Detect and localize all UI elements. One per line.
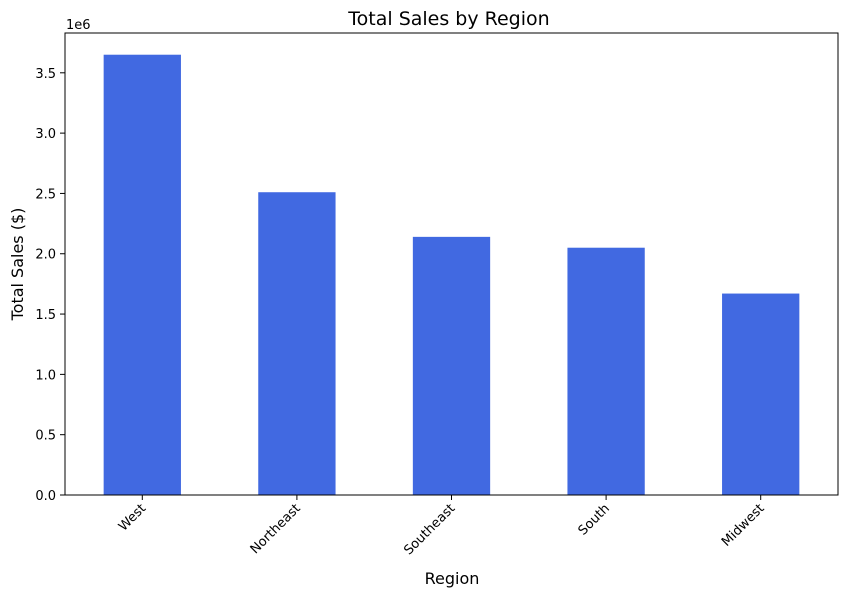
bar-south [567,247,645,495]
plot-frame [64,32,839,496]
bar-northeast [258,192,336,495]
bar-southeast [412,236,491,495]
y-offset-text: 1e6 [66,18,91,33]
chart-title: Total Sales by Region [347,8,549,30]
x-tick-label: South [576,501,613,538]
x-tick-label: West [116,501,149,534]
y-axis-label: Total Sales ($) [8,208,27,322]
x-tick-label: Southeast [401,501,458,558]
bar-midwest [722,293,800,495]
y-tick-label: 3.0 [35,127,56,142]
y-tick-label: 1.5 [35,308,56,323]
bars-group [103,54,800,495]
y-tick-label: 2.5 [35,187,56,202]
y-axis-ticks: 0.0 0.5 1.0 1.5 2.0 2.5 3.0 3.5 [35,67,65,504]
bar-west [103,54,181,495]
x-axis-ticks: West Northeast Southeast South Midwest [116,495,768,558]
x-tick-label: Midwest [719,501,768,550]
y-tick-label: 2.0 [35,248,56,263]
y-tick-label: 0.5 [35,429,56,444]
x-axis-label: Region [425,569,480,588]
y-tick-label: 0.0 [35,489,56,504]
x-tick-label: Northeast [248,501,304,557]
y-tick-label: 1.0 [35,368,56,383]
y-tick-label: 3.5 [35,67,56,82]
